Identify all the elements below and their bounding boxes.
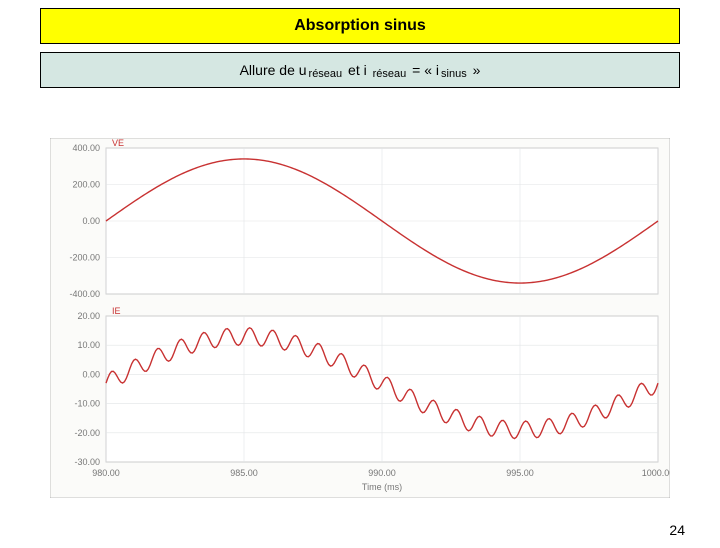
svg-text:980.00: 980.00 xyxy=(92,468,120,478)
svg-text:985.00: 985.00 xyxy=(230,468,258,478)
panel-label: IE xyxy=(112,306,121,316)
title-bar: Absorption sinus xyxy=(40,8,680,44)
panel-label: VE xyxy=(112,138,124,148)
subtitle-seg: Allure de u xyxy=(240,62,307,78)
subtitle-bar: Allure de uréseau et i réseau = « isinus… xyxy=(40,52,680,88)
subtitle-seg: = « i xyxy=(408,62,439,78)
x-axis-title: Time (ms) xyxy=(362,482,402,492)
svg-text:400.00: 400.00 xyxy=(72,143,100,153)
svg-text:0.00: 0.00 xyxy=(82,216,100,226)
svg-text:10.00: 10.00 xyxy=(77,340,100,350)
subtitle-sub: réseau xyxy=(307,68,345,80)
svg-text:-20.00: -20.00 xyxy=(74,428,100,438)
subtitle-sub: réseau xyxy=(371,68,409,80)
subtitle-seg: » xyxy=(469,62,481,78)
chart-svg: -400.00 -200.00 0.00 200.00 400.00 VE -30.00 -2… xyxy=(50,138,670,498)
svg-text:-200.00: -200.00 xyxy=(69,253,100,263)
svg-text:-10.00: -10.00 xyxy=(74,399,100,409)
svg-text:20.00: 20.00 xyxy=(77,311,100,321)
subtitle-sub: sinus xyxy=(439,68,469,80)
page: Absorption sinus Allure de uréseau et i … xyxy=(0,8,720,548)
svg-text:200.00: 200.00 xyxy=(72,180,100,190)
svg-text:-400.00: -400.00 xyxy=(69,289,100,299)
svg-text:0.00: 0.00 xyxy=(82,369,100,379)
subtitle-seg: et i xyxy=(344,62,370,78)
page-number: 24 xyxy=(669,522,685,538)
title-text: Absorption sinus xyxy=(294,17,426,35)
svg-text:-30.00: -30.00 xyxy=(74,457,100,467)
svg-text:1000.00: 1000.00 xyxy=(642,468,670,478)
chart-area: -400.00 -200.00 0.00 200.00 400.00 VE -30.00 -2… xyxy=(50,138,670,498)
svg-text:995.00: 995.00 xyxy=(506,468,534,478)
svg-text:990.00: 990.00 xyxy=(368,468,396,478)
subtitle-text: Allure de uréseau et i réseau = « isinus… xyxy=(240,62,481,78)
